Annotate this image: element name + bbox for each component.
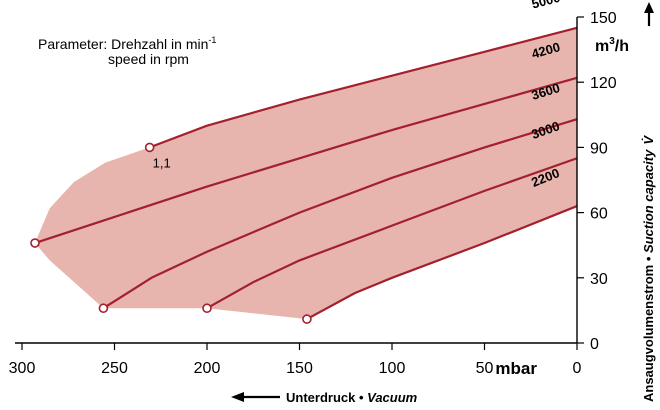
x-tick-label: 250 [101,360,128,377]
y-tick-label: 120 [590,75,617,92]
y-axis-ticks: 0 30 60 90 120 150 [577,10,617,353]
y-tick-label: 150 [590,10,617,27]
y-axis-symbol: V̇ [641,135,656,145]
svg-text:Unterdruck • Vacuum: Unterdruck • Vacuum [286,390,418,405]
y-tick-label: 30 [590,271,608,288]
annotation-line-1-sup: -1 [208,35,216,45]
x-tick-label: 150 [286,360,313,377]
y-tick-label: 60 [590,206,608,223]
y-tick-label: 0 [590,336,599,353]
operating-point-marker [203,304,211,312]
y-axis-arrowhead-icon [644,2,654,13]
operating-point-marker [146,143,154,151]
x-axis-label-sep: • [355,390,367,405]
x-axis-title: Unterdruck • Vacuum [231,390,418,405]
y-axis-label-en: Suction capacity [641,149,656,253]
x-axis-label-de: Unterdruck [286,390,356,405]
x-axis-arrowhead-icon [231,392,244,402]
annotation-line-2: speed in rpm [108,51,189,67]
x-axis-unit: mbar [495,359,537,378]
annotation-line-1: Parameter: Drehzahl in min [38,36,208,52]
y-tick-label: 90 [590,140,608,157]
marker-label: 1,1 [153,155,171,170]
x-tick-label: 100 [379,360,406,377]
operating-envelope-area [35,28,577,319]
y-axis-unit: m3/h [595,36,629,55]
y-axis-label-sep: • [641,253,656,265]
y-axis-title: Ansaugvolumenstrom • Suction capacity V̇ [641,2,656,402]
parameter-annotation: Parameter: Drehzahl in min-1 speed in rp… [38,35,216,67]
x-tick-label: 0 [573,360,582,377]
operating-point-marker [31,239,39,247]
x-tick-label: 200 [194,360,221,377]
y-axis-label-de: Ansaugvolumenstrom [641,265,656,402]
operating-point-marker [99,304,107,312]
x-tick-label: 50 [476,360,494,377]
curve-label-5000: 5000 [530,0,562,11]
svg-text:Ansaugvolumenstrom • Suction c: Ansaugvolumenstrom • Suction capacity V̇ [641,135,656,402]
operating-point-marker [303,315,311,323]
x-axis-label-en: Vacuum [367,390,418,405]
svg-text:Parameter: Drehzahl in min-1: Parameter: Drehzahl in min-1 [38,35,216,52]
x-tick-label: 300 [9,360,36,377]
